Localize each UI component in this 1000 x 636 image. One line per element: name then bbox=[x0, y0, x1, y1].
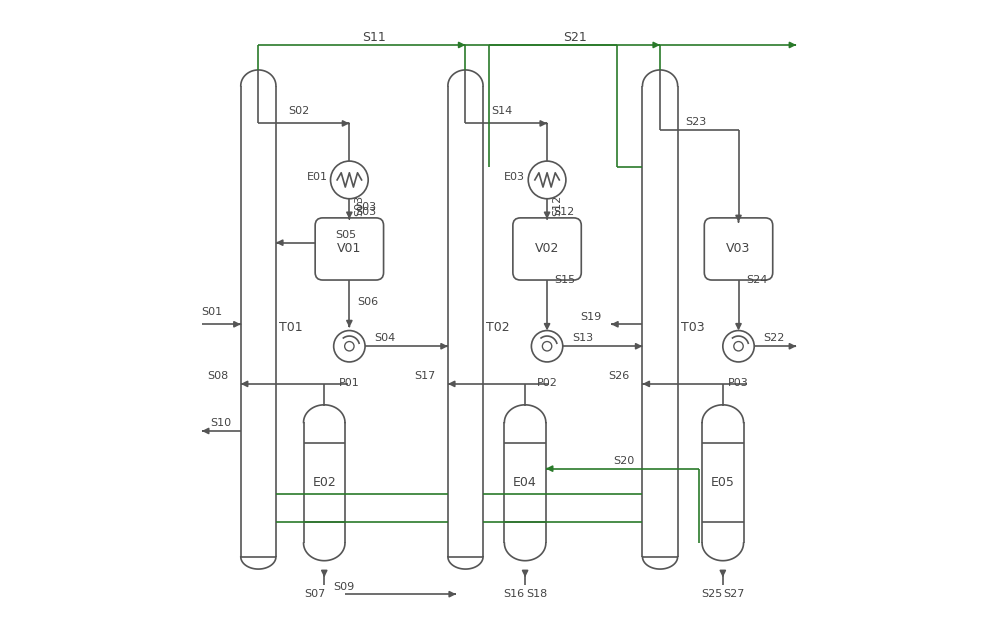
Text: V01: V01 bbox=[337, 242, 362, 256]
Text: E04: E04 bbox=[513, 476, 537, 489]
Text: S20: S20 bbox=[613, 456, 635, 466]
Text: S15: S15 bbox=[555, 275, 576, 286]
Text: S06: S06 bbox=[357, 296, 378, 307]
Text: T01: T01 bbox=[279, 321, 303, 334]
Text: S05: S05 bbox=[335, 230, 356, 240]
Text: V02: V02 bbox=[535, 242, 559, 256]
Text: E02: E02 bbox=[312, 476, 336, 489]
Text: S03: S03 bbox=[356, 202, 377, 212]
FancyBboxPatch shape bbox=[315, 218, 384, 280]
Text: S17: S17 bbox=[414, 371, 435, 381]
Text: S26: S26 bbox=[609, 371, 630, 381]
Text: S04: S04 bbox=[374, 333, 396, 343]
Text: S03: S03 bbox=[354, 195, 364, 216]
Text: S10: S10 bbox=[210, 418, 231, 428]
Text: S21: S21 bbox=[563, 31, 587, 44]
Text: S13: S13 bbox=[572, 333, 593, 343]
Text: S19: S19 bbox=[580, 312, 602, 322]
Text: S01: S01 bbox=[201, 307, 222, 317]
Text: S23: S23 bbox=[685, 117, 706, 127]
Text: V03: V03 bbox=[726, 242, 751, 256]
Text: S11: S11 bbox=[363, 31, 386, 44]
Text: P01: P01 bbox=[339, 378, 360, 387]
Text: S12: S12 bbox=[553, 207, 575, 217]
Text: S16: S16 bbox=[503, 589, 524, 599]
Text: S22: S22 bbox=[764, 333, 785, 343]
Text: S18: S18 bbox=[526, 589, 547, 599]
FancyBboxPatch shape bbox=[513, 218, 581, 280]
Text: T03: T03 bbox=[681, 321, 704, 334]
Text: S09: S09 bbox=[333, 582, 355, 591]
Text: E05: E05 bbox=[711, 476, 735, 489]
Text: S07: S07 bbox=[304, 589, 325, 599]
Text: T02: T02 bbox=[486, 321, 510, 334]
Text: S14: S14 bbox=[492, 106, 513, 116]
Text: S25: S25 bbox=[701, 589, 722, 599]
Text: P03: P03 bbox=[728, 378, 749, 387]
Text: E03: E03 bbox=[504, 172, 525, 182]
Text: S12: S12 bbox=[552, 195, 562, 216]
FancyBboxPatch shape bbox=[704, 218, 773, 280]
Text: S24: S24 bbox=[746, 275, 767, 286]
Text: S03: S03 bbox=[356, 207, 377, 217]
Text: E01: E01 bbox=[306, 172, 327, 182]
Text: S02: S02 bbox=[289, 106, 310, 116]
Text: P02: P02 bbox=[537, 378, 558, 387]
Text: S27: S27 bbox=[723, 589, 745, 599]
Text: S08: S08 bbox=[207, 371, 228, 381]
